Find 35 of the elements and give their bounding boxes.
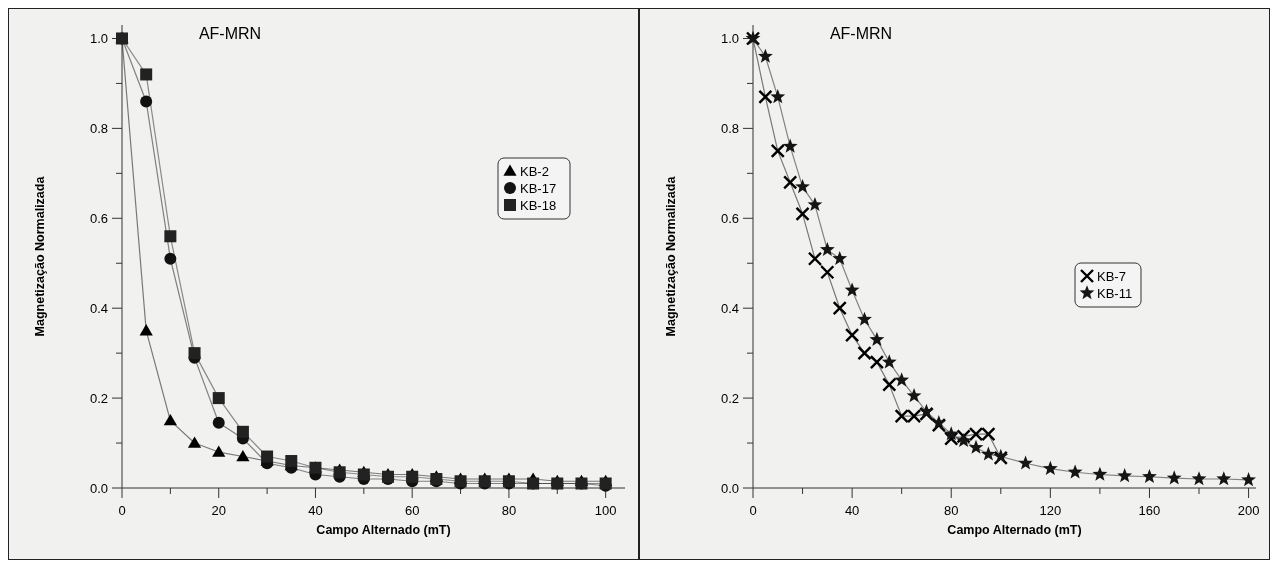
x-tick-label: 0 bbox=[118, 503, 126, 518]
chart-title: AF-MRN bbox=[198, 25, 262, 42]
legend-label: KB-17 bbox=[520, 181, 557, 196]
x-axis-title: Campo Alternado (mT) bbox=[316, 523, 451, 537]
y-tick-label: 0.4 bbox=[720, 301, 739, 317]
x-tick-label: 80 bbox=[501, 503, 517, 518]
y-tick-label: 0.0 bbox=[89, 481, 108, 496]
x-tick-label: 100 bbox=[594, 503, 617, 518]
y-tick-label: 1.0 bbox=[89, 31, 108, 47]
y-tick-label: 0.6 bbox=[720, 211, 739, 227]
y-tick-label: 0.8 bbox=[89, 121, 108, 137]
x-tick-label: 0 bbox=[749, 503, 757, 518]
x-tick-label: 40 bbox=[844, 503, 860, 518]
x-tick-label: 200 bbox=[1237, 503, 1260, 518]
y-tick-label: 0.6 bbox=[89, 211, 108, 227]
y-tick-label: 0.2 bbox=[720, 391, 739, 407]
x-tick-label: 40 bbox=[308, 503, 323, 518]
legend-label: KB-2 bbox=[520, 164, 549, 179]
x-axis-title: Campo Alternado (mT) bbox=[947, 523, 1082, 537]
y-tick-label: 0.2 bbox=[89, 391, 108, 407]
x-tick-label: 160 bbox=[1138, 503, 1161, 518]
y-tick-label: 0.0 bbox=[720, 481, 739, 496]
x-tick-label: 120 bbox=[1039, 503, 1062, 518]
legend-label: KB-18 bbox=[520, 198, 557, 213]
y-axis-title: Magnetização Normalizada bbox=[664, 175, 678, 337]
x-tick-label: 20 bbox=[211, 503, 226, 518]
legend-label: KB-7 bbox=[1097, 269, 1126, 284]
x-tick-label: 80 bbox=[943, 503, 959, 518]
y-axis-title: Magnetização Normalizada bbox=[33, 175, 47, 337]
chart-title: AF-MRN bbox=[829, 25, 893, 42]
x-tick-label: 60 bbox=[404, 503, 420, 518]
y-tick-label: 1.0 bbox=[720, 31, 739, 47]
y-tick-label: 0.4 bbox=[89, 301, 108, 317]
y-tick-label: 0.8 bbox=[720, 121, 739, 137]
legend-label: KB-11 bbox=[1097, 286, 1133, 301]
